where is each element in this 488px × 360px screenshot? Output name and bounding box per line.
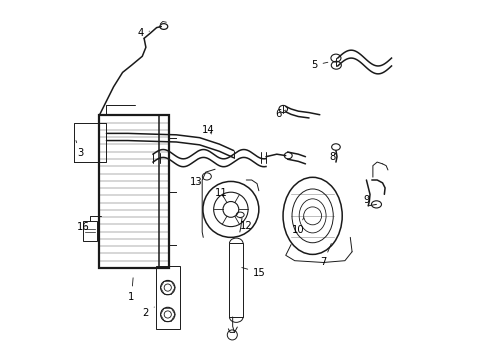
Bar (155, 266, 180, 329)
Bar (99, 116, 169, 268)
Text: 9: 9 (363, 195, 369, 205)
Text: 14: 14 (202, 125, 215, 135)
Text: 2: 2 (142, 307, 154, 318)
Text: 5: 5 (310, 60, 327, 70)
Text: 16: 16 (77, 222, 89, 232)
Text: 13: 13 (189, 177, 202, 187)
Bar (83, 221, 97, 241)
Text: 8: 8 (328, 152, 335, 162)
Text: 3: 3 (76, 140, 83, 158)
Text: 4: 4 (137, 28, 149, 38)
Text: 15: 15 (241, 267, 265, 278)
Bar (229, 243, 243, 317)
Text: 12: 12 (239, 218, 252, 231)
Text: 7: 7 (320, 243, 330, 267)
Text: 10: 10 (291, 218, 304, 235)
Text: 11: 11 (214, 188, 227, 198)
Text: 6: 6 (275, 109, 285, 119)
Text: 1: 1 (128, 278, 135, 302)
